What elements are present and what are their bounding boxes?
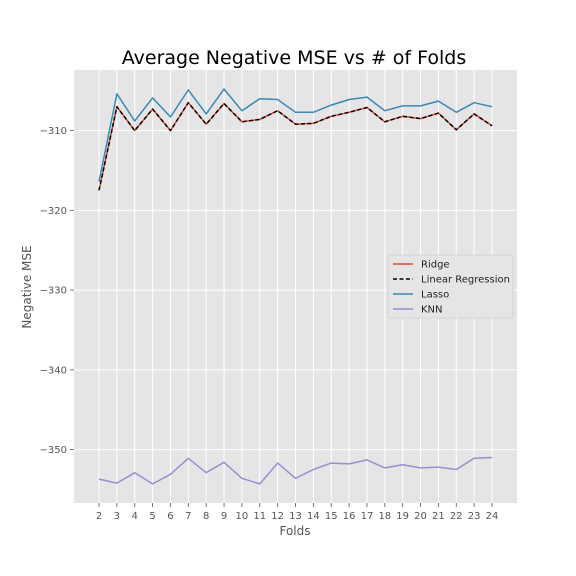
series-lines — [98, 88, 493, 485]
x-tick-label: 4 — [132, 511, 138, 522]
x-axis-title: Folds — [279, 524, 310, 538]
x-tick-label: 10 — [236, 511, 249, 522]
y-tick-label: −340 — [40, 365, 67, 376]
x-tick-label: 24 — [486, 511, 499, 522]
legend-label: Linear Regression — [421, 275, 510, 286]
x-tick-label: 2 — [96, 511, 102, 522]
x-tick-label: 3 — [114, 511, 120, 522]
x-tick-label: 22 — [450, 511, 463, 522]
y-axis-title: Negative MSE — [20, 245, 34, 328]
legend-label: Ridge — [421, 260, 450, 271]
x-tick-label: 6 — [167, 511, 173, 522]
x-tick-label: 23 — [468, 511, 481, 522]
y-tick-label: −310 — [40, 126, 67, 137]
series-line-lasso — [98, 88, 493, 182]
series-line-knn — [98, 456, 493, 485]
axis-ticks: 2 3 4 5 6 7 8 9 10 11 12 13 14 15 16 17 18 19 20 21 22 23 24−3… — [40, 126, 499, 522]
x-tick-label: 16 — [343, 511, 356, 522]
x-tick-label: 9 — [221, 511, 227, 522]
legend-box — [387, 254, 514, 319]
x-tick-label: 14 — [307, 511, 320, 522]
x-tick-label: 5 — [149, 511, 155, 522]
legend-label: KNN — [421, 305, 443, 316]
y-tick-label: −350 — [40, 445, 67, 456]
x-tick-label: 21 — [432, 511, 445, 522]
x-tick-label: 19 — [396, 511, 409, 522]
y-tick-label: −330 — [40, 286, 67, 297]
x-tick-label: 13 — [289, 511, 302, 522]
x-tick-label: 17 — [361, 511, 374, 522]
x-tick-label: 18 — [378, 511, 391, 522]
x-tick-label: 8 — [203, 511, 209, 522]
y-tick-label: −320 — [40, 206, 67, 217]
legend: Ridge Linear Regression Lasso KNN — [387, 254, 514, 319]
x-tick-label: 20 — [414, 511, 427, 522]
x-tick-label: 15 — [325, 511, 338, 522]
x-tick-label: 7 — [185, 511, 191, 522]
x-tick-label: 12 — [271, 511, 284, 522]
x-tick-label: 11 — [253, 511, 266, 522]
chart-title: Average Negative MSE vs # of Folds — [122, 47, 466, 69]
series-line-linear-regression — [98, 101, 493, 191]
legend-label: Lasso — [421, 290, 449, 301]
